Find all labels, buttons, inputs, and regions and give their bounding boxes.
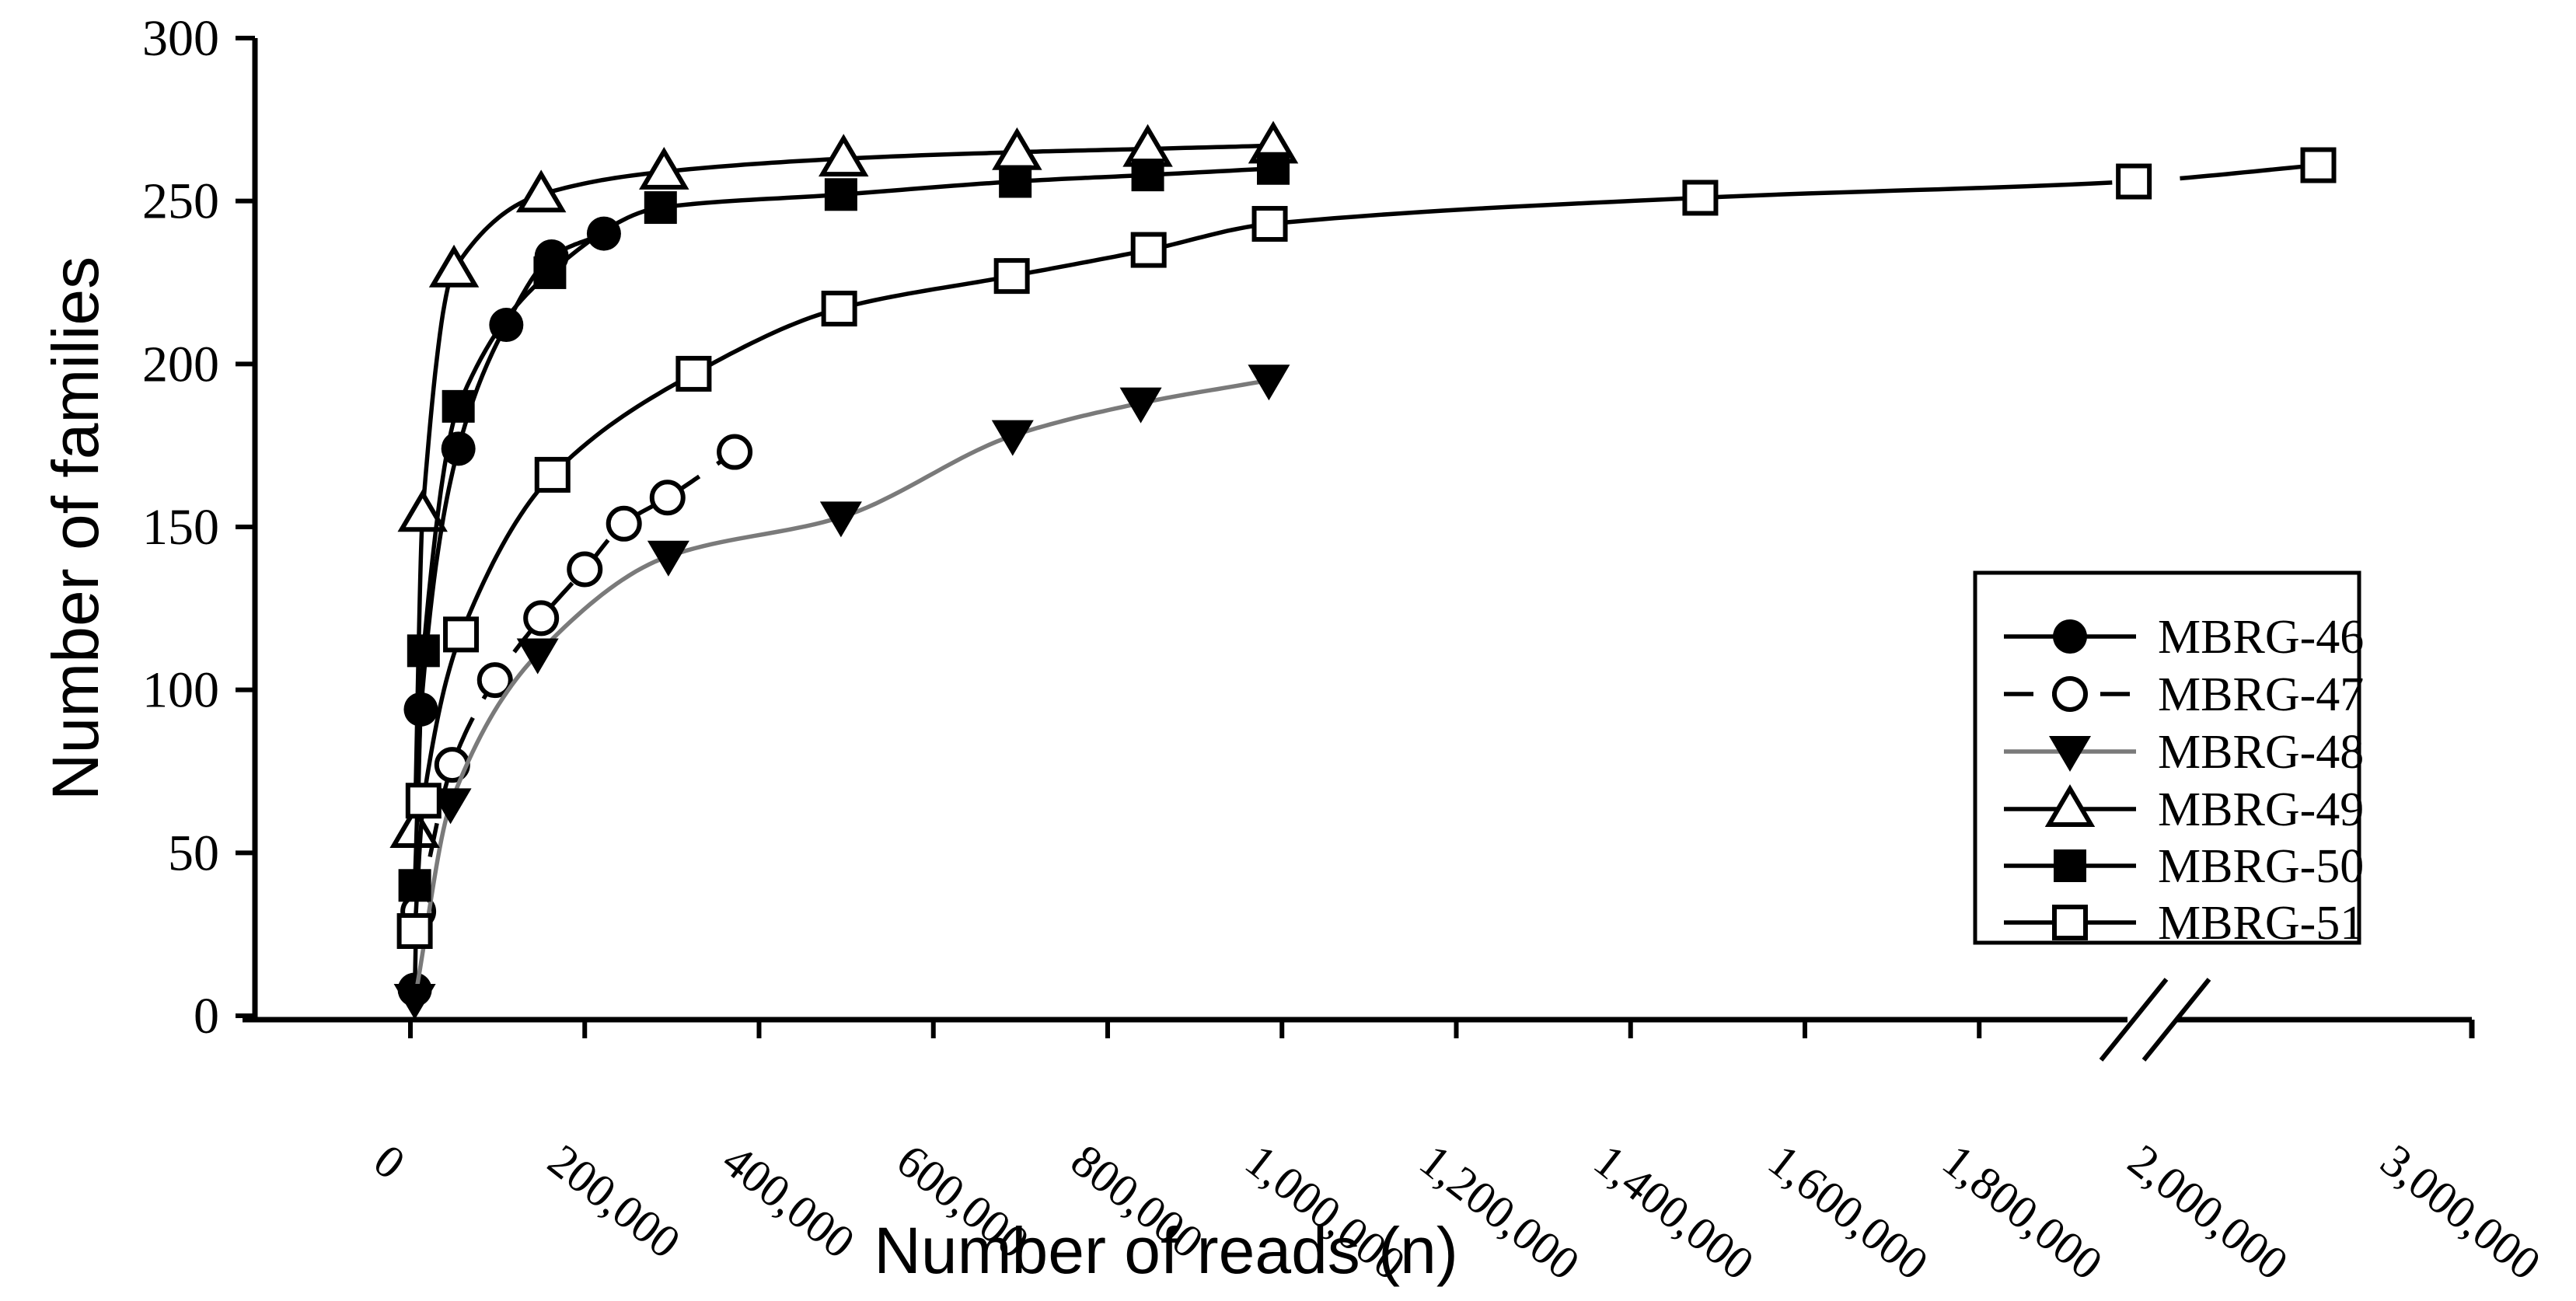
open-circle-marker [649,480,686,516]
open-triangle-up-marker [397,489,448,532]
open-square-marker [993,258,1030,295]
filled-square-marker [999,165,1032,198]
open-square-marker [405,783,442,819]
legend-item-MBRG-51: MBRG-51 [2004,897,2364,950]
open-circle-marker [606,505,642,542]
open-square-marker [443,616,480,653]
y-tick-label: 50 [168,825,219,881]
filled-square-marker [2054,849,2086,882]
x-axis-break-icon [2099,978,2211,1062]
filled-triangle-down-marker [1119,387,1162,424]
filled-square-marker [533,256,567,289]
open-square-marker [1130,232,1167,268]
filled-square-marker [644,191,677,225]
open-triangle-up-marker [2044,784,2096,827]
y-tick-label: 100 [142,662,219,719]
legend-item-MBRG-49: MBRG-49 [2004,783,2364,836]
filled-square-marker [1131,159,1164,192]
filled-triangle-down-marker [516,638,559,675]
filled-triangle-down-marker [393,984,436,1020]
open-square-marker [675,355,712,392]
legend-label: MBRG-50 [2158,840,2364,893]
open-circle-marker [717,434,753,470]
series-MBRG-47 [400,434,753,930]
y-tick-label: 250 [142,173,219,230]
open-triangle-up-marker [639,147,689,190]
filled-square-marker [442,389,475,423]
series-line-MBRG-47 [416,450,736,912]
legend-item-MBRG-50: MBRG-50 [2004,840,2364,893]
filled-square-marker [1257,152,1290,185]
filled-square-marker [407,634,440,668]
open-square-marker [396,912,433,949]
legend-label: MBRG-49 [2158,783,2364,836]
filled-triangle-down-marker [1248,364,1290,401]
open-circle-marker [523,600,560,637]
y-tick-label: 150 [142,499,219,556]
y-tick-label: 200 [142,336,219,392]
x-axis-title: Number of reads (n) [874,1214,1458,1287]
filled-triangle-down-marker [991,420,1034,456]
series-MBRG-51 [396,147,2337,949]
open-triangle-up-marker [515,169,567,213]
open-square-marker [2300,147,2337,183]
open-square-marker [821,291,857,327]
open-triangle-up-marker [428,244,480,288]
open-square-marker [1682,180,1719,216]
legend-label: MBRG-47 [2158,668,2364,721]
open-triangle-up-marker [819,134,869,177]
legend-item-MBRG-47: MBRG-47 [2004,668,2364,721]
legend: MBRG-46MBRG-47MBRG-48MBRG-49MBRG-50MBRG-… [1973,570,2364,950]
open-square-marker [2116,163,2152,200]
open-circle-marker [476,662,513,699]
series-line-MBRG-48 [412,378,1269,1000]
open-circle-marker [567,551,603,588]
open-square-marker [2052,905,2088,940]
legend-label: MBRG-51 [2158,897,2364,950]
legend-label: MBRG-46 [2158,611,2364,664]
filled-triangle-down-marker [647,540,689,577]
open-square-marker [534,456,571,493]
y-tick-label: 300 [142,12,219,67]
filled-circle-marker [2053,619,2087,654]
y-tick-label: 0 [194,988,219,1045]
series-MBRG-50 [398,152,1290,902]
filled-square-marker [824,178,857,211]
y-axis-title: Number of families [39,256,112,800]
legend-item-MBRG-48: MBRG-48 [2004,726,2364,779]
filled-triangle-down-marker [819,501,862,538]
legend-item-MBRG-46: MBRG-46 [2004,611,2364,664]
filled-triangle-down-marker [2049,736,2091,772]
open-circle-marker [2052,676,2088,712]
rarefaction-curve-figure: 0 50 100 150 200 250 300 0 200,000 400,000 600,000… [31,12,2576,1289]
legend-label: MBRG-48 [2158,726,2364,779]
open-square-marker [1251,206,1288,242]
